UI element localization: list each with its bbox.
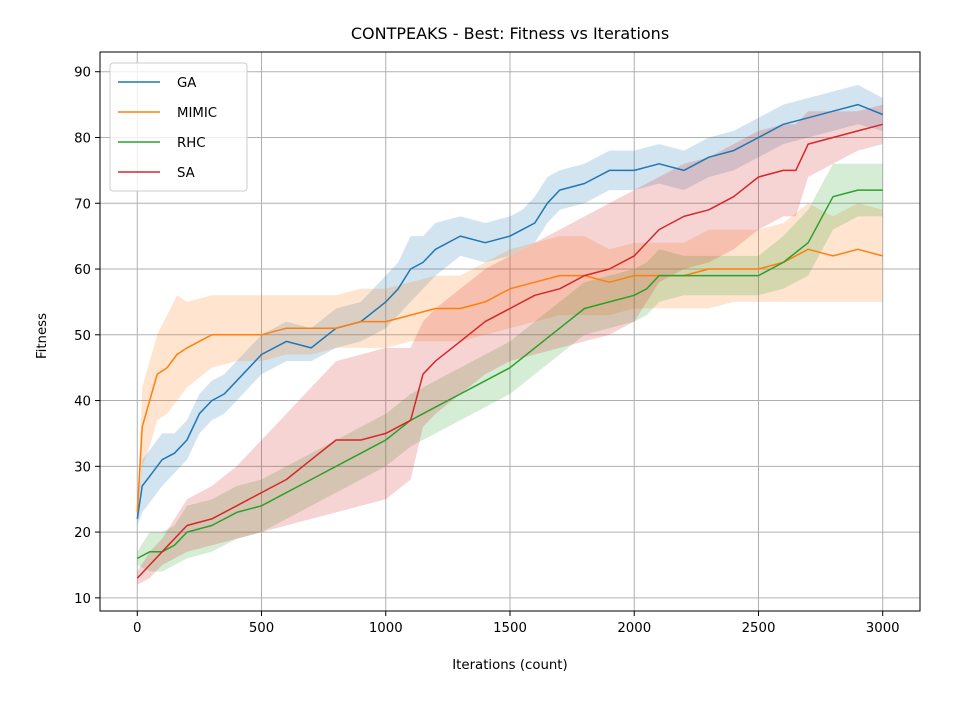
x-tick-label: 2500 <box>742 621 776 636</box>
y-tick-label: 20 <box>74 526 91 541</box>
y-tick-label: 40 <box>74 395 91 410</box>
x-tick-label: 1500 <box>493 621 527 636</box>
mimic-line <box>136 248 883 513</box>
legend-label-ga: GA <box>177 76 196 91</box>
legend-label-mimic: MIMIC <box>177 106 217 121</box>
x-tick-label: 2000 <box>617 621 651 636</box>
rhc-line <box>136 189 883 560</box>
x-tick-label: 500 <box>249 621 274 636</box>
x-tick-label: 1000 <box>369 621 403 636</box>
x-axis-label: Iterations (count) <box>452 658 567 673</box>
x-axis-ticks: 0 500 1000 1500 2000 2500 3000 <box>133 611 900 636</box>
sa-confidence-band <box>137 104 883 585</box>
y-tick-label: 90 <box>74 66 91 81</box>
y-tick-label: 50 <box>74 329 91 344</box>
legend-label-sa: SA <box>177 166 195 181</box>
x-tick-label: 3000 <box>866 621 900 636</box>
y-tick-label: 70 <box>74 197 91 212</box>
x-tick-label: 0 <box>133 621 141 636</box>
series-lines <box>136 103 883 579</box>
y-tick-label: 10 <box>74 592 91 607</box>
legend-label-rhc: RHC <box>177 136 206 151</box>
ga-line <box>136 103 883 520</box>
legend: GA MIMIC RHC SA <box>109 62 248 192</box>
chart-title: CONTPEAKS - Best: Fitness vs Iterations <box>351 24 669 43</box>
sa-line <box>136 123 883 579</box>
legend-box <box>109 62 248 192</box>
y-tick-label: 30 <box>74 460 91 475</box>
mimic-confidence-band <box>137 203 883 519</box>
y-tick-label: 60 <box>74 263 91 278</box>
y-axis-label: Fitness <box>35 313 50 359</box>
ga-confidence-band <box>137 84 883 526</box>
grid-lines <box>100 52 920 611</box>
y-axis-ticks: 10 20 30 40 50 60 70 80 90 <box>74 66 100 607</box>
y-tick-label: 80 <box>74 131 91 146</box>
